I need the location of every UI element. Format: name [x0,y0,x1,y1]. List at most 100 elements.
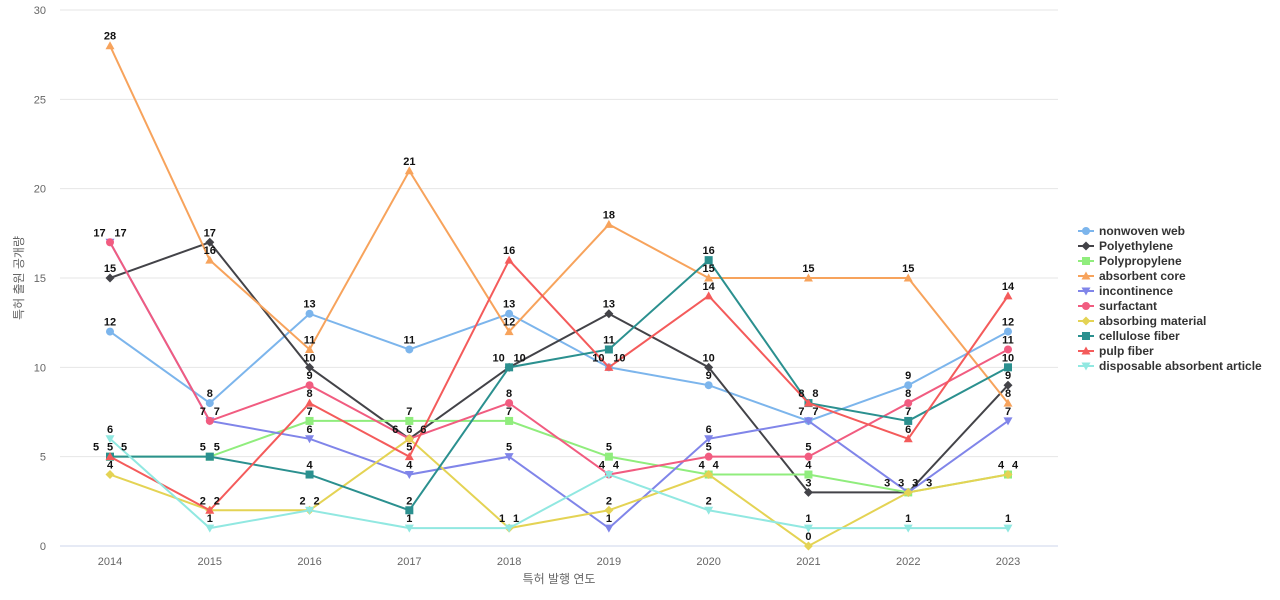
x-tick-label: 2016 [297,556,321,568]
data-point [604,362,614,371]
data-point [505,363,514,372]
data-label: 17 [93,227,105,239]
y-tick-label: 0 [40,541,46,553]
legend-label: cellulose fiber [1099,329,1180,343]
legend-label: incontinence [1099,284,1173,298]
data-point [1003,524,1013,533]
data-point [105,273,115,283]
data-label: 10 [703,352,715,364]
data-point [305,506,315,515]
data-label: 2 [214,495,220,507]
data-point [205,452,214,461]
x-tick-label: 2023 [996,556,1020,568]
data-label: 12 [1002,317,1014,329]
legend-item[interactable]: disposable absorbent article [1078,359,1262,373]
data-point [404,524,414,533]
data-label: 13 [603,299,615,311]
data-point [105,41,115,50]
legend[interactable]: nonwoven webPolyethylenePolypropyleneabs… [1078,224,1262,373]
data-label: 5 [107,442,113,454]
data-label: 12 [503,317,515,329]
data-label: 10 [613,352,625,364]
data-point [404,471,414,480]
data-label: 9 [306,370,312,382]
data-point [1003,380,1013,390]
data-label: 6 [706,424,712,436]
data-label: 7 [812,406,818,418]
data-point [803,541,813,551]
legend-item[interactable]: nonwoven web [1078,224,1185,238]
data-label: 7 [506,406,512,418]
series-line [109,438,1008,530]
data-point [704,452,713,461]
data-point [604,452,613,461]
data-label: 8 [207,388,213,400]
legend-item[interactable]: Polypropylene [1078,254,1182,268]
data-point [904,416,913,425]
data-label: 7 [200,406,206,418]
data-point [405,345,414,354]
data-point [803,417,813,426]
data-point [1082,227,1090,235]
data-point [504,255,514,264]
data-label: 8 [506,388,512,400]
data-label: 10 [513,352,525,364]
data-point [505,309,514,318]
data-label: 8 [798,388,804,400]
legend-item[interactable]: absorbing material [1078,314,1206,328]
legend-item[interactable]: pulp fiber [1078,344,1154,358]
data-label: 5 [805,442,811,454]
data-label: 4 [599,460,606,472]
data-label: 6 [905,424,911,436]
data-label: 10 [303,352,315,364]
series-line [109,437,1009,548]
data-label: 16 [204,245,216,257]
data-label: 1 [499,513,505,525]
data-point [105,470,115,480]
data-point [1082,257,1090,265]
data-label: 10 [492,352,504,364]
data-label: 5 [200,442,206,454]
data-point [1082,332,1090,340]
data-label: 15 [902,263,914,275]
data-label: 7 [798,406,804,418]
data-point [305,470,314,479]
data-label: 2 [406,495,412,507]
data-point [903,487,913,497]
x-tick-label: 2014 [98,556,122,568]
data-label: 11 [1002,334,1014,346]
data-point [1081,346,1091,355]
data-label: 3 [912,477,918,489]
data-point [1081,287,1091,296]
y-tick-label: 5 [40,452,46,464]
legend-item[interactable]: absorbent core [1078,269,1186,283]
data-label: 4 [699,460,706,472]
data-point [604,309,614,319]
data-point [804,470,813,479]
legend-item[interactable]: cellulose fiber [1078,329,1180,343]
data-point [1081,271,1091,280]
data-label: 5 [406,442,412,454]
data-point [105,435,115,444]
data-point [1003,417,1013,426]
data-point [903,434,913,443]
data-point [106,327,114,336]
data-point [903,524,913,533]
legend-item[interactable]: surfactant [1078,299,1157,313]
data-label: 11 [603,334,615,346]
legend-item[interactable]: incontinence [1078,284,1173,298]
series-line [109,258,1009,512]
data-point [205,416,214,425]
x-tick-label: 2017 [397,556,421,568]
data-point [704,273,714,282]
data-label: 13 [303,299,315,311]
x-axis-title: 특허 발행 연도 [523,571,596,586]
legend-item[interactable]: Polyethylene [1078,239,1173,253]
data-point [404,166,414,175]
legend-label: pulp fiber [1099,344,1154,358]
data-point [404,434,414,444]
data-label: 4 [713,460,720,472]
data-point [404,452,414,461]
data-point [903,273,913,282]
data-label: 14 [1002,281,1015,293]
